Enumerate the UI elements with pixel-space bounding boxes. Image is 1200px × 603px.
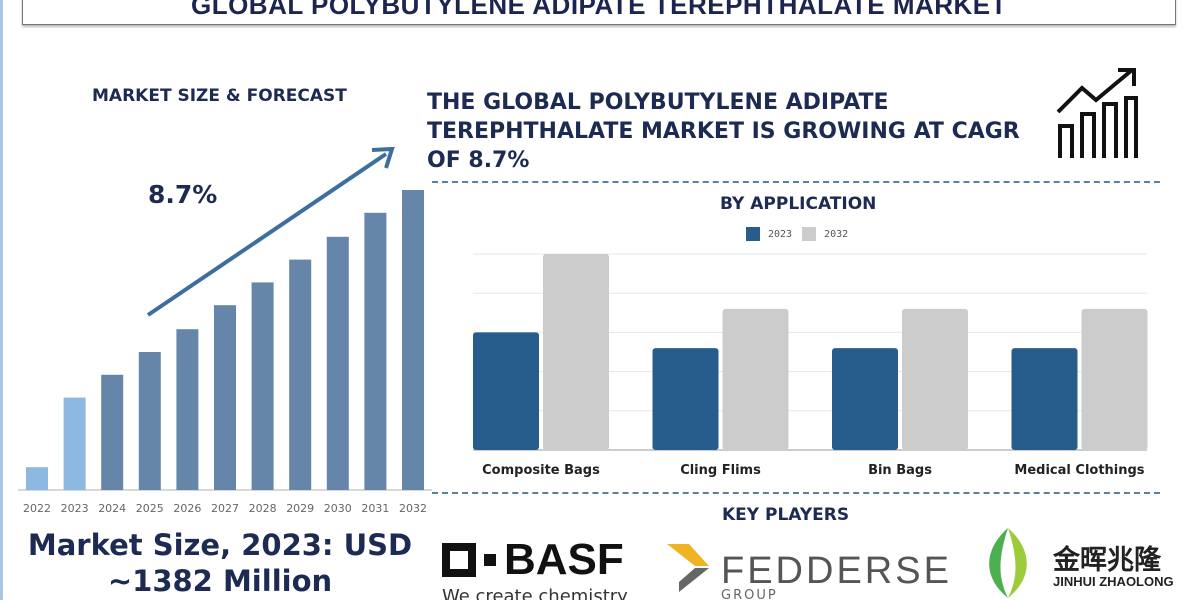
leaf-mark <box>989 528 1027 598</box>
cagr-label: 8.7% <box>148 180 218 209</box>
market-size-summary: Market Size, 2023: USD ~1382 Million <box>0 527 440 599</box>
market-size-heading: MARKET SIZE & FORECAST <box>92 86 347 106</box>
market-size-line-2: ~1382 Million <box>107 564 333 598</box>
bar-2023 <box>63 397 86 490</box>
basf-logo: BASF We create chemistry <box>442 535 628 600</box>
bar-medical-clothings-2032 <box>1081 308 1148 450</box>
application-chart-title: BY APPLICATION <box>720 194 877 214</box>
bar-bin-bags-2032 <box>902 308 968 450</box>
legend-label: 2032 <box>824 229 849 240</box>
divider <box>432 492 1160 494</box>
bar-2028 <box>251 282 274 490</box>
x-tick-label: 2025 <box>135 502 164 515</box>
bar-2025 <box>138 352 161 490</box>
legend-swatch <box>802 227 817 241</box>
headline: THE GLOBAL POLYBUTYLENE ADIPATE TEREPHTH… <box>427 90 1020 173</box>
category-label: Cling Flims <box>680 463 761 478</box>
category-label: Composite Bags <box>482 463 600 478</box>
legend-item-2023: 2023 <box>746 227 792 241</box>
x-tick-label: 2032 <box>399 502 427 515</box>
category-label: Bin Bags <box>868 463 932 478</box>
x-tick-label: 2028 <box>248 502 277 515</box>
key-players-heading: KEY PLAYERS <box>722 505 850 525</box>
bar-2032 <box>402 190 424 490</box>
bar-2022 <box>26 467 48 490</box>
x-tick-label: 2031 <box>361 502 390 515</box>
bar-2027 <box>214 305 236 490</box>
bar-cling-flims-2023 <box>652 348 719 450</box>
market-size-line-1: Market Size, 2023: USD <box>27 528 413 562</box>
x-tick-label: 2030 <box>323 502 352 515</box>
left-border <box>0 0 3 600</box>
application-chart <box>473 253 1148 451</box>
bar-2031 <box>364 212 387 491</box>
category-label: Medical Clothings <box>1014 463 1145 478</box>
legend-label: 2023 <box>768 229 793 240</box>
bar-composite-bags-2032 <box>543 254 609 450</box>
bar-2030 <box>326 236 349 490</box>
trend-arrow-icon <box>146 146 395 317</box>
legend-item-2032: 2032 <box>802 227 848 241</box>
bar-2024 <box>101 374 124 490</box>
market-forecast-chart <box>18 146 432 491</box>
x-tick-label: 2022 <box>23 502 51 515</box>
x-tick-label: 2026 <box>173 502 202 515</box>
legend: 2023 2032 <box>746 227 848 241</box>
page-title: GLOBAL POLYBUTYLENE ADIPATE TEREPHTHALAT… <box>22 0 1176 25</box>
feddersen-mark <box>667 544 709 592</box>
bar-medical-clothings-2023 <box>1011 348 1078 450</box>
bar-2026 <box>176 329 199 490</box>
x-tick-label: 2029 <box>286 502 315 515</box>
divider <box>432 181 1160 183</box>
bar-2029 <box>289 259 312 490</box>
bar-cling-flims-2032 <box>722 308 789 450</box>
x-tick-label: 2024 <box>98 502 127 515</box>
x-tick-label: 2023 <box>60 502 89 515</box>
x-tick-label: 2027 <box>211 502 239 515</box>
growth-chart-icon <box>1056 68 1138 158</box>
bar-composite-bags-2023 <box>473 332 539 450</box>
legend-swatch <box>746 227 760 241</box>
bar-bin-bags-2023 <box>832 348 898 450</box>
